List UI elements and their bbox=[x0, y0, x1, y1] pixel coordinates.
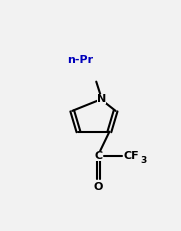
Text: CF: CF bbox=[123, 151, 139, 161]
Text: 3: 3 bbox=[140, 156, 147, 165]
Text: C: C bbox=[94, 151, 103, 161]
Text: N: N bbox=[97, 94, 106, 104]
Text: O: O bbox=[94, 182, 103, 192]
Text: n-Pr: n-Pr bbox=[67, 55, 93, 65]
